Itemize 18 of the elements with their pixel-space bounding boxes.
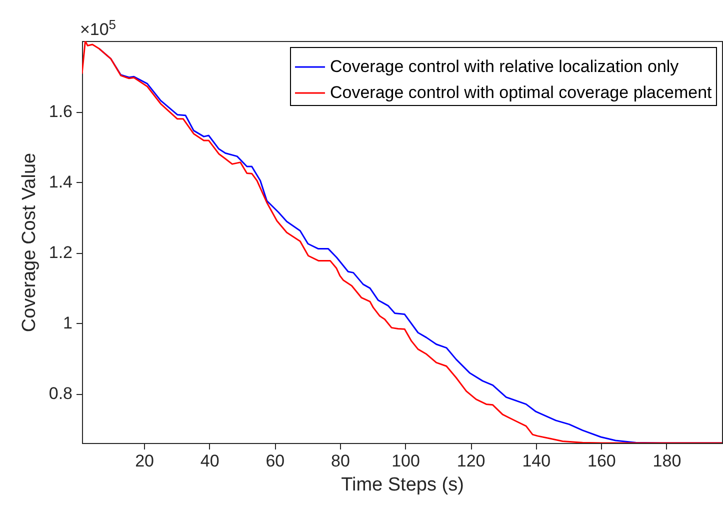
x-tick-label: 180 <box>652 452 682 470</box>
legend-label: Coverage control with relative localization only <box>330 57 680 76</box>
x-tick-label: 160 <box>587 452 616 470</box>
y-tick-label: 1.4 <box>48 172 72 192</box>
y-tick-label: 1.6 <box>48 102 72 122</box>
x-tick-label: 20 <box>135 452 154 470</box>
x-tick-label: 120 <box>456 452 486 470</box>
x-tick-label: 60 <box>266 452 285 470</box>
y-axis-title: Coverage Cost Value <box>18 152 40 332</box>
x-tick-label: 100 <box>392 452 420 470</box>
x-tick-label: 140 <box>522 452 551 470</box>
x-tick-label: 40 <box>200 452 220 470</box>
y-tick-label: 0.8 <box>48 384 72 404</box>
x-tick-label: 80 <box>331 452 350 470</box>
legend-label: Coverage control with optimal coverage placement <box>330 83 712 102</box>
x-axis-title: Time Steps (s) <box>341 474 464 496</box>
y-tick-label: 1.2 <box>48 243 72 262</box>
y-tick-label: 1 <box>63 314 72 333</box>
